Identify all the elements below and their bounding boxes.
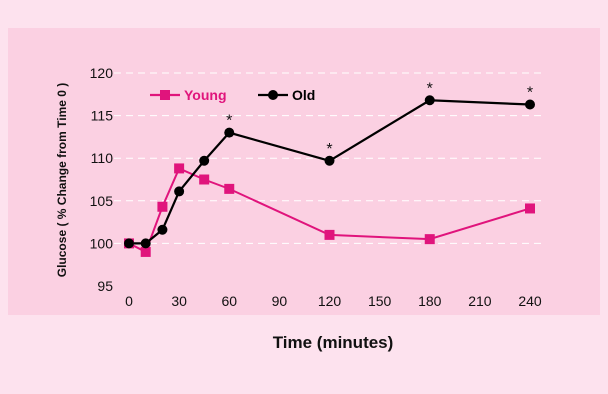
series-points — [124, 95, 535, 257]
data-point-old — [157, 224, 168, 235]
data-point-old — [424, 95, 435, 106]
x-tick-label: 0 — [125, 293, 133, 309]
data-point-young — [424, 234, 435, 245]
data-point-old — [525, 99, 535, 110]
significance-asterisk: * — [226, 113, 232, 130]
data-point-old — [224, 127, 235, 138]
significance-markers: * * * * — [226, 80, 533, 157]
y-tick-label: 100 — [90, 235, 114, 251]
x-tick-label: 180 — [418, 293, 442, 309]
significance-asterisk: * — [527, 85, 533, 102]
data-point-young — [199, 174, 210, 185]
x-tick-label: 60 — [221, 293, 237, 309]
data-point-young — [157, 201, 168, 212]
y-tick-label: 120 — [90, 65, 114, 81]
plot-panel-band — [8, 315, 600, 360]
legend-label-young: Young — [184, 87, 227, 103]
y-axis-label: Glucose ( % Change from Time 0 ) — [55, 83, 69, 277]
significance-asterisk: * — [427, 80, 433, 97]
significance-asterisk: * — [326, 141, 332, 158]
x-tick-label: 30 — [171, 293, 187, 309]
data-point-young — [174, 163, 185, 174]
x-tick-label: 150 — [368, 293, 392, 309]
legend-marker-young — [160, 90, 170, 100]
y-tick-labels: 95 100 105 110 115 120 — [90, 65, 114, 294]
data-point-young — [140, 246, 151, 257]
data-point-young — [324, 229, 335, 240]
data-point-young — [525, 203, 535, 214]
x-axis-label: Time (minutes) — [273, 333, 394, 352]
data-point-old — [140, 238, 151, 249]
plot-panel — [8, 28, 600, 360]
data-point-old — [324, 155, 335, 166]
x-tick-label: 90 — [272, 293, 288, 309]
x-tick-labels: 0 30 60 90 120 150 180 210 240 — [125, 293, 542, 309]
y-tick-label: 105 — [90, 193, 114, 209]
x-tick-label: 210 — [468, 293, 492, 309]
y-tick-label: 95 — [97, 278, 113, 294]
x-tick-label: 120 — [318, 293, 342, 309]
y-tick-label: 115 — [91, 108, 114, 124]
y-tick-label: 110 — [91, 150, 114, 166]
data-point-young — [224, 183, 235, 194]
legend-label-old: Old — [292, 87, 315, 103]
data-point-old — [124, 238, 134, 249]
legend: Young Old — [150, 87, 315, 103]
legend-marker-old — [268, 90, 278, 100]
data-point-old — [199, 155, 210, 166]
x-tick-label: 240 — [518, 293, 542, 309]
data-point-old — [174, 186, 185, 197]
